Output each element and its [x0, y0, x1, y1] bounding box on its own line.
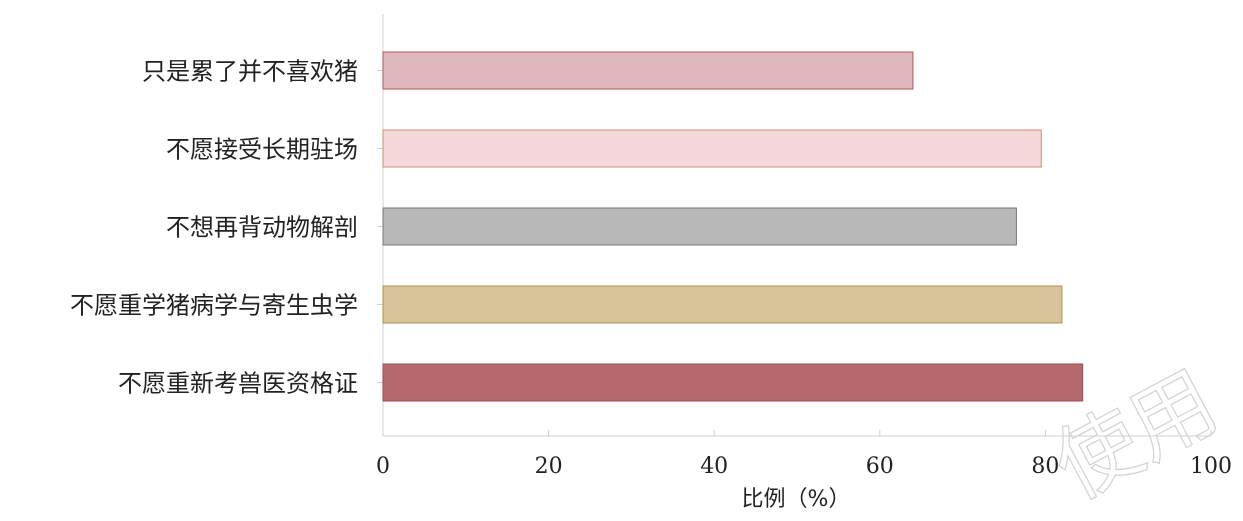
category-label: 不愿重新考兽医资格证	[118, 370, 358, 398]
x-tick-label: 40	[700, 454, 728, 479]
category-label: 不愿重学猪病学与寄生虫学	[70, 292, 358, 320]
plot-area: 0 20 40 60 80 100 只是累了并不喜欢猪不愿接受长期驻场不想再背动物解剖不愿重…	[70, 14, 1232, 479]
bar	[382, 51, 914, 90]
x-tick-label: 20	[535, 454, 563, 479]
bar	[382, 207, 1017, 246]
bar	[382, 129, 1042, 168]
x-tick-label: 80	[1031, 454, 1059, 479]
category-label: 只是累了并不喜欢猪	[142, 58, 358, 86]
bar	[382, 363, 1084, 402]
bar	[382, 285, 1063, 324]
category-label: 不想再背动物解剖	[166, 214, 358, 242]
x-tick-label: 100	[1190, 454, 1232, 479]
x-axis-title: 比例（%）	[742, 487, 851, 512]
x-tick-label: 60	[866, 454, 894, 479]
x-tick-label: 0	[376, 454, 390, 479]
category-label: 不愿接受长期驻场	[166, 136, 358, 164]
